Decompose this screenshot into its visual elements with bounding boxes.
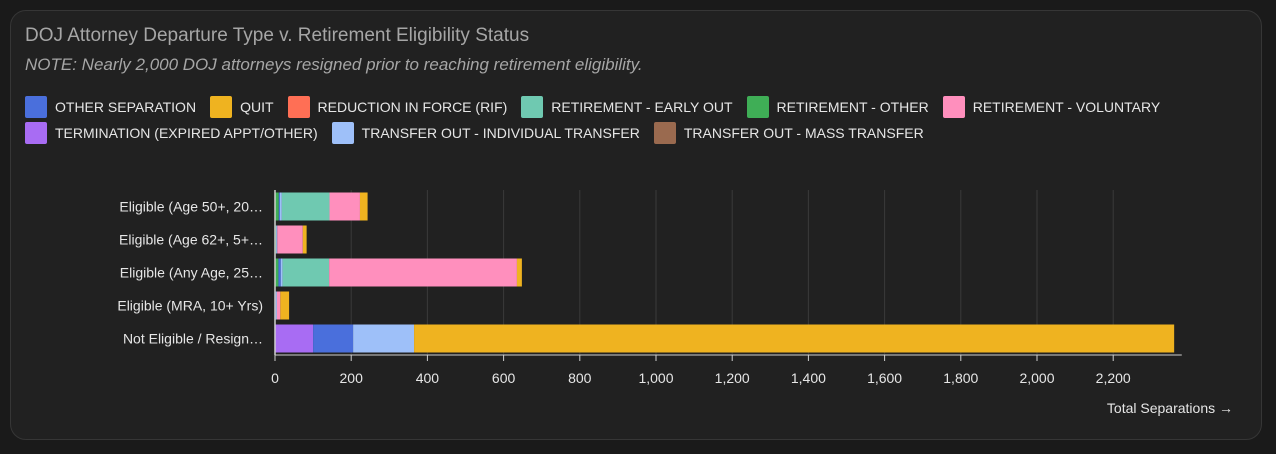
legend-label: RETIREMENT - VOLUNTARY [972, 99, 1161, 115]
x-tick-label: 1,800 [943, 370, 978, 386]
bar-segment-quit [359, 192, 368, 221]
legend-item-termination-expired-appt-other[interactable]: TERMINATION (EXPIRED APPT/OTHER) [25, 122, 318, 144]
legend-swatch [521, 96, 544, 118]
x-tick-label: 600 [492, 370, 516, 386]
legend-swatch [210, 96, 233, 118]
x-tick-label: 1,600 [867, 370, 902, 386]
bar-segment-retirement-voluntary [277, 225, 303, 254]
legend-swatch [25, 122, 47, 144]
chart-card [10, 10, 1262, 440]
bar-segment-retirement-early-out [281, 192, 330, 221]
bar-segment-quit [280, 291, 290, 320]
x-tick-label: 0 [271, 370, 279, 386]
bar-segment-quit [414, 324, 1175, 353]
x-axis-label: Total Separations → [1107, 400, 1233, 416]
chart-subtitle: NOTE: Nearly 2,000 DOJ attorneys resigne… [25, 55, 643, 74]
bar-segment-retirement-early-out [282, 258, 330, 287]
bar-segment-retirement-voluntary [329, 258, 517, 287]
x-tick-label: 1,400 [791, 370, 826, 386]
bar-segment-other-separation [278, 258, 281, 287]
legend-item-transfer-out-mass-transfer[interactable]: TRANSFER OUT - MASS TRANSFER [653, 122, 924, 144]
x-tick-label: 400 [416, 370, 440, 386]
legend-swatch [287, 96, 310, 118]
legend-item-other-separation[interactable]: OTHER SEPARATION [25, 96, 196, 118]
x-tick-label: 1,000 [638, 370, 673, 386]
legend-label: QUIT [240, 99, 274, 115]
bar-segment-retirement-other [275, 258, 279, 287]
legend-swatch [746, 96, 769, 118]
legend-label: REDUCTION IN FORCE (RIF) [317, 99, 508, 115]
legend-item-retirement-early-out[interactable]: RETIREMENT - EARLY OUT [521, 96, 733, 118]
bar-segment-transfer-out-individual-transfer [353, 324, 415, 353]
legend-swatch [942, 96, 965, 118]
y-tick-label: Eligible (Age 62+, 5+… [119, 232, 263, 248]
bar-segment-transfer-out-individual-transfer [279, 192, 282, 221]
bar-segment-retirement-other [275, 192, 279, 221]
bar-segment-other-separation [313, 324, 354, 353]
chart-legend: OTHER SEPARATION QUIT REDUCTION IN FORCE (… [25, 96, 1225, 144]
legend-item-quit[interactable]: QUIT [210, 96, 274, 118]
legend-label: TERMINATION (EXPIRED APPT/OTHER) [55, 125, 318, 141]
legend-swatch [653, 122, 676, 144]
legend-label: TRANSFER OUT - INDIVIDUAL TRANSFER [361, 125, 640, 141]
legend-swatch [331, 122, 354, 144]
legend-item-retirement-voluntary[interactable]: RETIREMENT - VOLUNTARY [942, 96, 1161, 118]
bar-segment-transfer-out-individual-transfer [275, 291, 277, 320]
x-tick-label: 1,200 [715, 370, 750, 386]
legend-label: RETIREMENT - EARLY OUT [551, 99, 733, 115]
x-tick-label: 200 [340, 370, 364, 386]
x-tick-label: 800 [568, 370, 592, 386]
legend-swatch [25, 96, 47, 118]
bar-segment-termination-expired-appt-other [275, 324, 314, 353]
bar-segment-quit [516, 258, 522, 287]
y-tick-label: Eligible (Age 50+, 20… [119, 199, 263, 215]
legend-label: RETIREMENT - OTHER [776, 99, 929, 115]
legend-label: OTHER SEPARATION [55, 99, 197, 115]
bar-segment-retirement-voluntary [329, 192, 360, 221]
y-tick-label: Eligible (MRA, 10+ Yrs) [117, 298, 263, 314]
legend-label: TRANSFER OUT - MASS TRANSFER [683, 125, 924, 141]
bar-segment-retirement-voluntary [276, 291, 281, 320]
chart-title: DOJ Attorney Departure Type v. Retiremen… [25, 25, 530, 46]
legend-item-retirement-other[interactable]: RETIREMENT - OTHER [746, 96, 929, 118]
bar-segment-transfer-out-individual-transfer [276, 225, 278, 254]
bar-segment-transfer-out-individual-transfer [280, 258, 283, 287]
legend-item-transfer-out-individual-transfer[interactable]: TRANSFER OUT - INDIVIDUAL TRANSFER [331, 122, 640, 144]
bar-segment-quit [302, 225, 307, 254]
y-tick-label: Not Eligible / Resign… [123, 331, 263, 347]
y-tick-label: Eligible (Any Age, 25… [120, 265, 263, 281]
x-tick-label: 2,200 [1096, 370, 1131, 386]
x-tick-label: 2,000 [1019, 370, 1054, 386]
bar-segment-other-separation [278, 192, 280, 221]
legend-item-reduction-in-force-rif[interactable]: REDUCTION IN FORCE (RIF) [287, 96, 508, 118]
